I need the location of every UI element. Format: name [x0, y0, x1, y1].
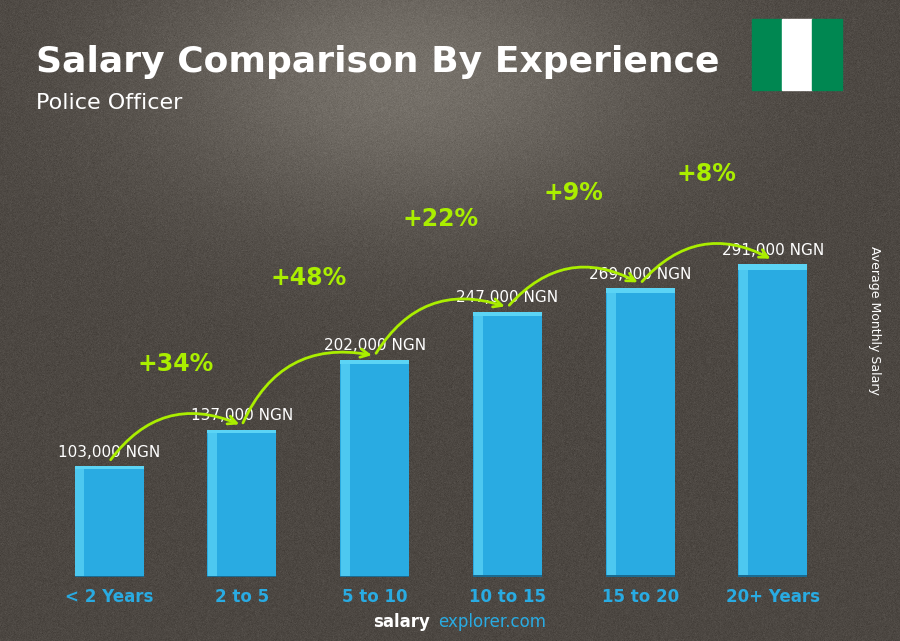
Text: salary: salary	[374, 613, 430, 631]
Text: Average Monthly Salary: Average Monthly Salary	[868, 246, 881, 395]
Bar	[472, 576, 542, 577]
Bar	[606, 288, 675, 577]
Bar	[739, 264, 748, 577]
Bar	[752, 19, 781, 90]
Text: Salary Comparison By Experience: Salary Comparison By Experience	[36, 45, 719, 79]
Bar	[207, 576, 276, 577]
Bar	[208, 429, 217, 577]
Text: +34%: +34%	[138, 352, 213, 376]
Bar	[340, 360, 410, 577]
Bar	[472, 312, 542, 577]
Bar	[606, 288, 675, 293]
Bar	[738, 264, 807, 577]
Bar	[738, 264, 807, 270]
Text: +22%: +22%	[403, 207, 479, 231]
Bar	[75, 576, 144, 577]
Bar	[738, 575, 807, 577]
Bar	[75, 466, 144, 469]
Bar	[341, 360, 350, 577]
Bar	[473, 312, 482, 577]
Bar	[75, 466, 144, 577]
Text: +48%: +48%	[270, 266, 346, 290]
Text: 247,000 NGN: 247,000 NGN	[456, 290, 559, 305]
Bar	[781, 19, 812, 90]
Text: Police Officer: Police Officer	[36, 93, 183, 113]
Bar	[340, 576, 410, 577]
Text: +8%: +8%	[677, 162, 736, 186]
Bar	[207, 429, 276, 433]
Text: 269,000 NGN: 269,000 NGN	[589, 267, 691, 281]
Text: 291,000 NGN: 291,000 NGN	[722, 243, 824, 258]
Bar	[812, 19, 842, 90]
Bar	[607, 288, 616, 577]
Text: 137,000 NGN: 137,000 NGN	[191, 408, 292, 423]
Bar	[472, 312, 542, 317]
Text: 103,000 NGN: 103,000 NGN	[58, 445, 160, 460]
Text: +9%: +9%	[544, 181, 604, 205]
Text: explorer.com: explorer.com	[438, 613, 546, 631]
Bar	[76, 466, 85, 577]
Bar	[207, 429, 276, 577]
Bar	[606, 575, 675, 577]
Text: 202,000 NGN: 202,000 NGN	[323, 338, 426, 353]
Bar	[340, 360, 410, 364]
